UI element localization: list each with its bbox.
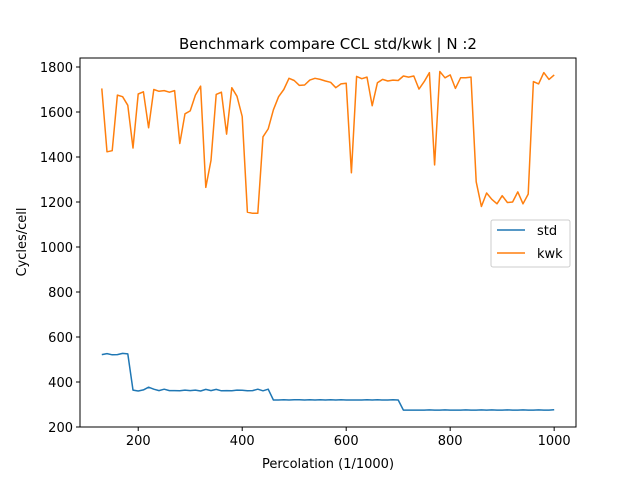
y-tick-label: 1000 <box>40 241 73 256</box>
plot-frame <box>79 57 577 428</box>
x-tick-label: 1000 <box>538 434 571 449</box>
y-tick-label: 600 <box>48 331 73 346</box>
y-tick-label: 1400 <box>40 151 73 166</box>
plot-lines <box>101 70 555 411</box>
y-axis-label: Cycles/cell <box>15 207 30 276</box>
x-axis-label: Percolation (1/1000) <box>262 457 394 472</box>
y-tick-label: 400 <box>48 376 73 391</box>
x-tick-label: 600 <box>334 434 359 449</box>
legend-label-std: std <box>537 224 557 239</box>
x-tick-label: 800 <box>438 434 463 449</box>
x-tick-label: 400 <box>230 434 255 449</box>
series-line-std <box>101 352 555 411</box>
x-axis-ticks: 200 400 600 800 1000 <box>126 427 571 449</box>
y-tick-label: 1200 <box>40 196 73 211</box>
legend: std kwk <box>490 219 571 268</box>
y-tick-label: 1600 <box>40 106 73 121</box>
y-tick-label: 1800 <box>40 61 73 76</box>
legend-label-kwk: kwk <box>537 247 563 262</box>
chart-title: Benchmark compare CCL std/kwk | N :2 <box>179 35 477 53</box>
x-tick-label: 200 <box>126 434 151 449</box>
y-axis-ticks: 200 400 600 800 1000 1200 1400 1600 1800 <box>40 61 80 436</box>
legend-box <box>490 219 571 268</box>
y-tick-label: 200 <box>48 421 73 436</box>
series-line-kwk <box>101 70 555 215</box>
y-tick-label: 800 <box>48 286 73 301</box>
